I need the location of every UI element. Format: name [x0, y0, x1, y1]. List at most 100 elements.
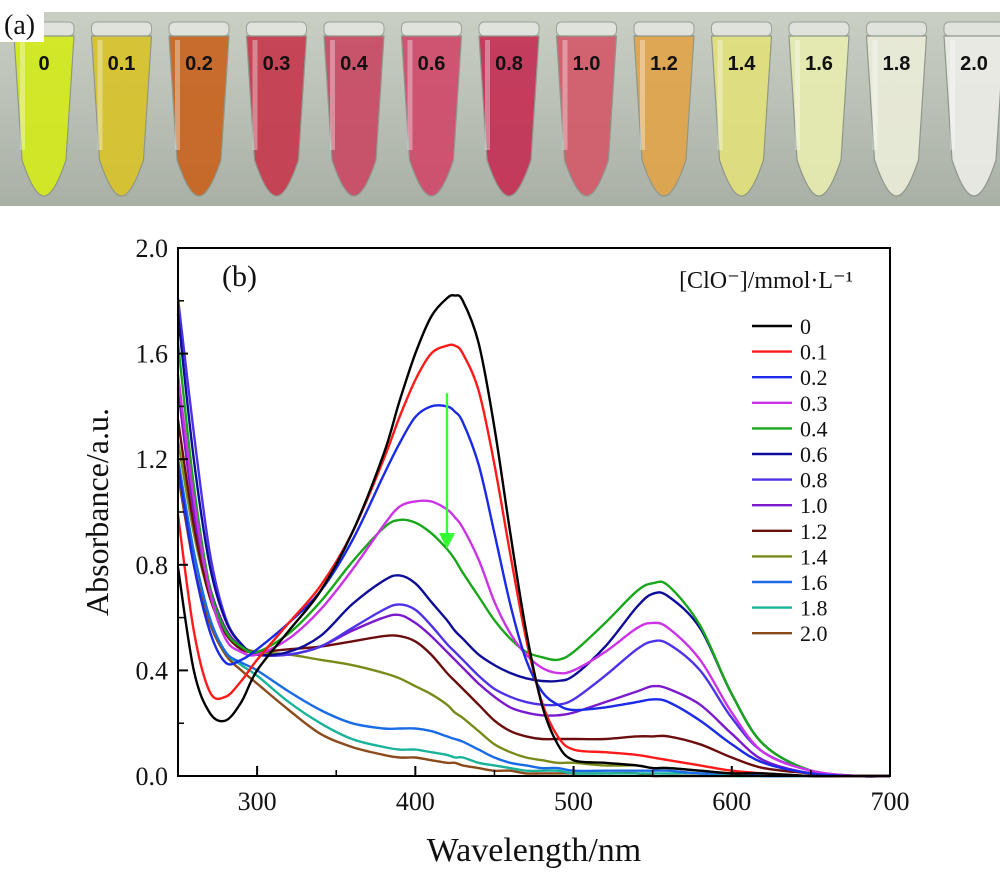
series-line-1.8 — [176, 459, 890, 778]
decrease-arrow — [438, 393, 455, 549]
legend-label: 0.8 — [800, 468, 828, 493]
tube-highlight — [640, 40, 645, 150]
tube-label: 0 — [38, 53, 49, 75]
x-tick-label: 700 — [871, 787, 910, 816]
legend-title: [ClO⁻]/mmol·L⁻¹ — [679, 268, 853, 294]
y-axis: 0.0 0.4 0.8 1.2 1.6 2.0 — [136, 234, 188, 791]
tube: 1.8 — [865, 21, 928, 197]
tube-cap — [401, 21, 462, 37]
series-line-1.6 — [176, 459, 890, 778]
tube-highlight — [330, 40, 335, 150]
x-axis-title: Wavelength/nm — [427, 832, 641, 869]
series-line-0.1 — [176, 343, 890, 778]
legend-label: 1.8 — [800, 596, 828, 621]
tube: 1.4 — [710, 21, 773, 197]
tube: 1.0 — [555, 21, 618, 197]
tube-label: 2.0 — [960, 53, 988, 75]
tube-liquid — [788, 35, 850, 197]
tube-liquid — [710, 35, 773, 197]
y-tick-label: 0.8 — [136, 551, 169, 580]
tube-label: 1.4 — [728, 53, 757, 75]
legend-label: 0.6 — [800, 442, 828, 467]
tube: 2.0 — [943, 21, 1000, 197]
tube-highlight — [97, 40, 103, 150]
tube: 1.6 — [788, 21, 850, 197]
series-line-0.4 — [176, 342, 891, 778]
legend-label: 2.0 — [800, 621, 828, 646]
tube-highlight — [872, 40, 878, 150]
legend-label: 0.2 — [800, 365, 828, 390]
x-axis: 300 400 500 600 700 — [177, 766, 910, 816]
tube-highlight — [950, 40, 955, 150]
tube-liquid — [865, 35, 928, 197]
tube-highlight — [485, 40, 490, 150]
legend-label: 1.6 — [800, 570, 828, 595]
tube-cap — [633, 21, 695, 37]
tube-highlight — [717, 40, 723, 150]
legend-label: 0.1 — [800, 340, 828, 365]
tube-label: 1.8 — [883, 53, 911, 75]
tube-cap — [943, 21, 1000, 37]
legend-label: 1.0 — [800, 493, 828, 518]
tube-liquid — [633, 35, 695, 197]
panel-b-label: (b) — [222, 260, 257, 293]
series-line-0.8 — [176, 298, 891, 778]
legend-label: 0 — [800, 314, 811, 339]
tube-label: 1.6 — [805, 53, 833, 75]
legend-label: 1.2 — [800, 519, 828, 544]
tube-cap — [556, 21, 617, 37]
tube-photo: 0 0.1 0.2 0.3 0.4 0.6 0.8 1.0 1.2 1.4 1.6 1.8 2.0 (a… — [0, 0, 1000, 206]
tube-liquid — [90, 35, 153, 197]
legend-label: 0.4 — [800, 416, 828, 441]
tube-liquid — [323, 35, 385, 197]
tube-cap — [323, 21, 385, 37]
tube-liquid — [943, 35, 1000, 197]
tube: 0.8 — [478, 21, 540, 197]
tube-highlight — [795, 40, 800, 150]
tube-liquid — [400, 35, 463, 197]
tube-label: 0.8 — [495, 53, 523, 75]
legend-label: 1.4 — [800, 544, 828, 569]
tube-label: 0.6 — [418, 53, 446, 75]
tube-liquid — [13, 35, 75, 197]
tube-label: 0.1 — [108, 53, 136, 75]
tube-cap — [788, 21, 850, 37]
x-tick-label: 300 — [238, 787, 277, 816]
y-tick-label: 0.4 — [136, 656, 169, 685]
absorbance-chart: 300 400 500 600 700 0.0 0.4 0.8 1.2 1.6 2.0 Wavel… — [79, 234, 910, 869]
series-line-0.2 — [176, 404, 891, 778]
panel-a-box — [0, 0, 44, 42]
panel-a-label: (a) — [4, 10, 35, 41]
series-layer — [176, 294, 891, 778]
tube-highlight — [175, 40, 180, 150]
tube-cap — [478, 21, 540, 37]
tube-highlight — [20, 40, 25, 150]
series-line-0.3 — [176, 374, 891, 778]
tube-liquid — [555, 35, 618, 197]
x-tick-label: 500 — [554, 787, 593, 816]
plot-area — [176, 247, 891, 778]
plot-frame — [177, 247, 891, 777]
x-tick-label: 600 — [712, 787, 751, 816]
tube-cap — [91, 21, 152, 37]
tube-label: 0.2 — [185, 53, 213, 75]
tube-cap — [246, 21, 307, 37]
tube-row: 0 0.1 0.2 0.3 0.4 0.6 0.8 1.0 1.2 1.4 1.6 1.8 2.0 — [13, 21, 1000, 197]
y-tick-label: 0.0 — [136, 762, 169, 791]
y-tick-label: 2.0 — [136, 234, 169, 263]
tube-cap — [866, 21, 927, 37]
y-axis-title: Absorbance/a.u. — [79, 408, 115, 616]
tube-liquid — [245, 35, 308, 197]
tube-highlight — [252, 40, 258, 150]
tube-label: 0.3 — [263, 53, 291, 75]
tube: 0.2 — [168, 21, 230, 197]
tube: 0.1 — [90, 21, 153, 197]
tube-cap — [711, 21, 772, 37]
y-tick-label: 1.6 — [136, 340, 169, 369]
tube-label: 1.0 — [573, 53, 601, 75]
series-line-1.2 — [176, 419, 891, 778]
tube: 0.6 — [400, 21, 463, 197]
tube-highlight — [562, 40, 568, 150]
arrow-head — [438, 532, 455, 549]
tube: 0.3 — [245, 21, 308, 197]
